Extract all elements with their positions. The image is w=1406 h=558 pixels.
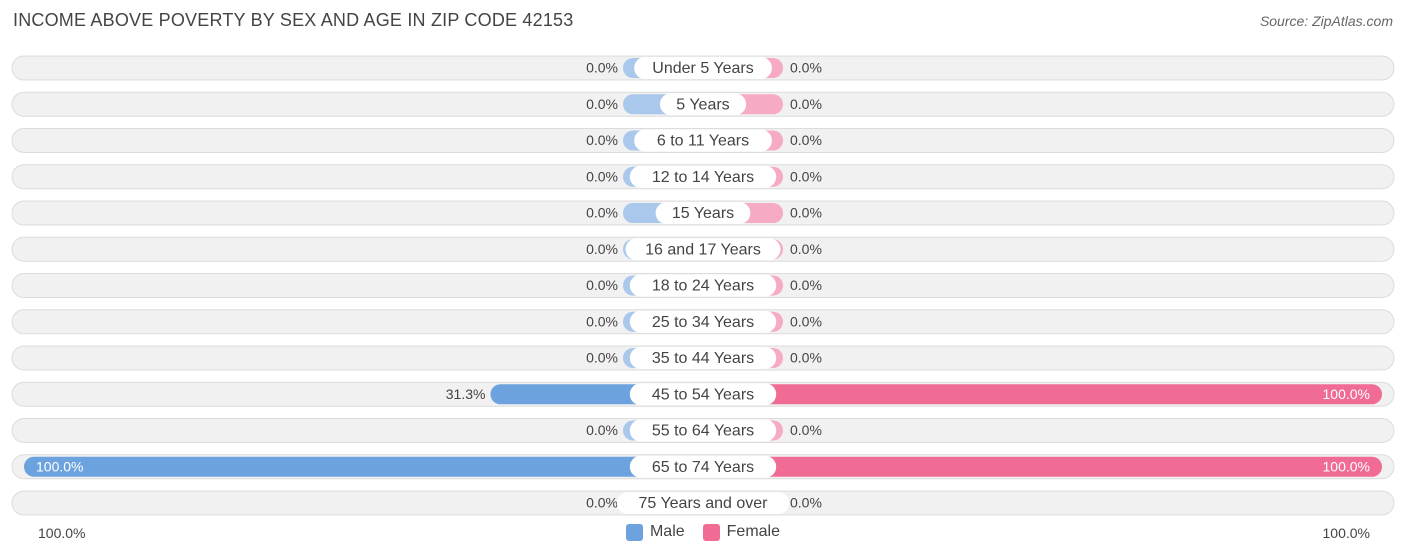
- female-value-label: 0.0%: [790, 495, 822, 511]
- male-value-label: 0.0%: [586, 241, 618, 257]
- female-value-label: 0.0%: [790, 241, 822, 257]
- female-value-label: 100.0%: [1323, 386, 1370, 402]
- legend-item-male[interactable]: Male: [625, 523, 685, 541]
- category-label: 35 to 44 Years: [652, 350, 754, 367]
- male-value-label: 0.0%: [586, 313, 618, 329]
- female-value-label: 0.0%: [790, 313, 822, 329]
- category-label: Under 5 Years: [652, 60, 753, 77]
- male-value-label: 31.3%: [446, 386, 486, 402]
- female-value-label: 0.0%: [790, 132, 822, 148]
- category-pill: [616, 492, 790, 514]
- category-pill: [629, 274, 777, 297]
- male-value-label: 0.0%: [586, 96, 618, 112]
- male-value-label: 100.0%: [36, 458, 83, 474]
- female-value-label: 0.0%: [790, 205, 822, 221]
- male-swatch: [625, 523, 643, 541]
- category-label: 12 to 14 Years: [652, 169, 754, 186]
- category-label: 15 Years: [672, 205, 734, 222]
- female-bar: [693, 384, 1382, 405]
- female-value-label: 100.0%: [1323, 458, 1370, 474]
- axis-left-label: 100.0%: [38, 525, 86, 541]
- category-pill: [629, 347, 777, 369]
- male-value-label: 0.0%: [586, 168, 618, 184]
- category-label: 75 Years and over: [639, 495, 769, 512]
- category-label: 5 Years: [676, 96, 729, 113]
- category-pill: [634, 57, 772, 79]
- legend: Male Female: [0, 523, 1406, 541]
- female-bar: [693, 456, 1382, 477]
- category-pill: [634, 129, 772, 152]
- male-value-label: 0.0%: [586, 205, 618, 221]
- category-pill: [629, 165, 777, 188]
- category-label: 25 to 34 Years: [652, 314, 754, 331]
- category-label: 16 and 17 Years: [645, 241, 761, 258]
- legend-female-label: Female: [726, 523, 781, 540]
- male-value-label: 0.0%: [586, 350, 618, 366]
- category-pill: [659, 93, 747, 116]
- category-pill: [629, 383, 777, 406]
- category-label: 18 to 24 Years: [652, 278, 754, 295]
- male-value-label: 0.0%: [586, 60, 618, 76]
- category-label: 55 to 64 Years: [652, 423, 754, 440]
- male-value-label: 0.0%: [586, 422, 618, 438]
- legend-item-female[interactable]: Female: [702, 523, 781, 541]
- female-value-label: 0.0%: [790, 60, 822, 76]
- female-swatch: [702, 523, 720, 541]
- male-value-label: 0.0%: [586, 132, 618, 148]
- category-label: 65 to 74 Years: [652, 459, 754, 476]
- legend-male-label: Male: [649, 523, 685, 540]
- female-value-label: 0.0%: [790, 168, 822, 184]
- category-pill: [625, 238, 781, 261]
- category-pill: [629, 419, 777, 442]
- male-bar: [24, 456, 713, 477]
- chart-title: INCOME ABOVE POVERTY BY SEX AND AGE IN Z…: [13, 10, 574, 30]
- category-label: 45 to 54 Years: [652, 386, 754, 403]
- female-value-label: 0.0%: [790, 277, 822, 293]
- category-pill: [655, 202, 751, 224]
- female-value-label: 0.0%: [790, 422, 822, 438]
- female-value-label: 0.0%: [790, 350, 822, 366]
- category-pill: [629, 310, 777, 333]
- category-pill: [629, 455, 777, 478]
- male-value-label: 0.0%: [586, 277, 618, 293]
- male-value-label: 0.0%: [586, 495, 618, 511]
- category-label: 6 to 11 Years: [657, 133, 749, 150]
- axis-right-label: 100.0%: [1322, 525, 1370, 541]
- female-value-label: 0.0%: [790, 96, 822, 112]
- bar-chart: 0.0% 0.0% Under 5 Years 0.0% 0.0% 5 Years 0.0%…: [11, 55, 1395, 516]
- source-label: Source: ZipAtlas.com: [1259, 13, 1393, 29]
